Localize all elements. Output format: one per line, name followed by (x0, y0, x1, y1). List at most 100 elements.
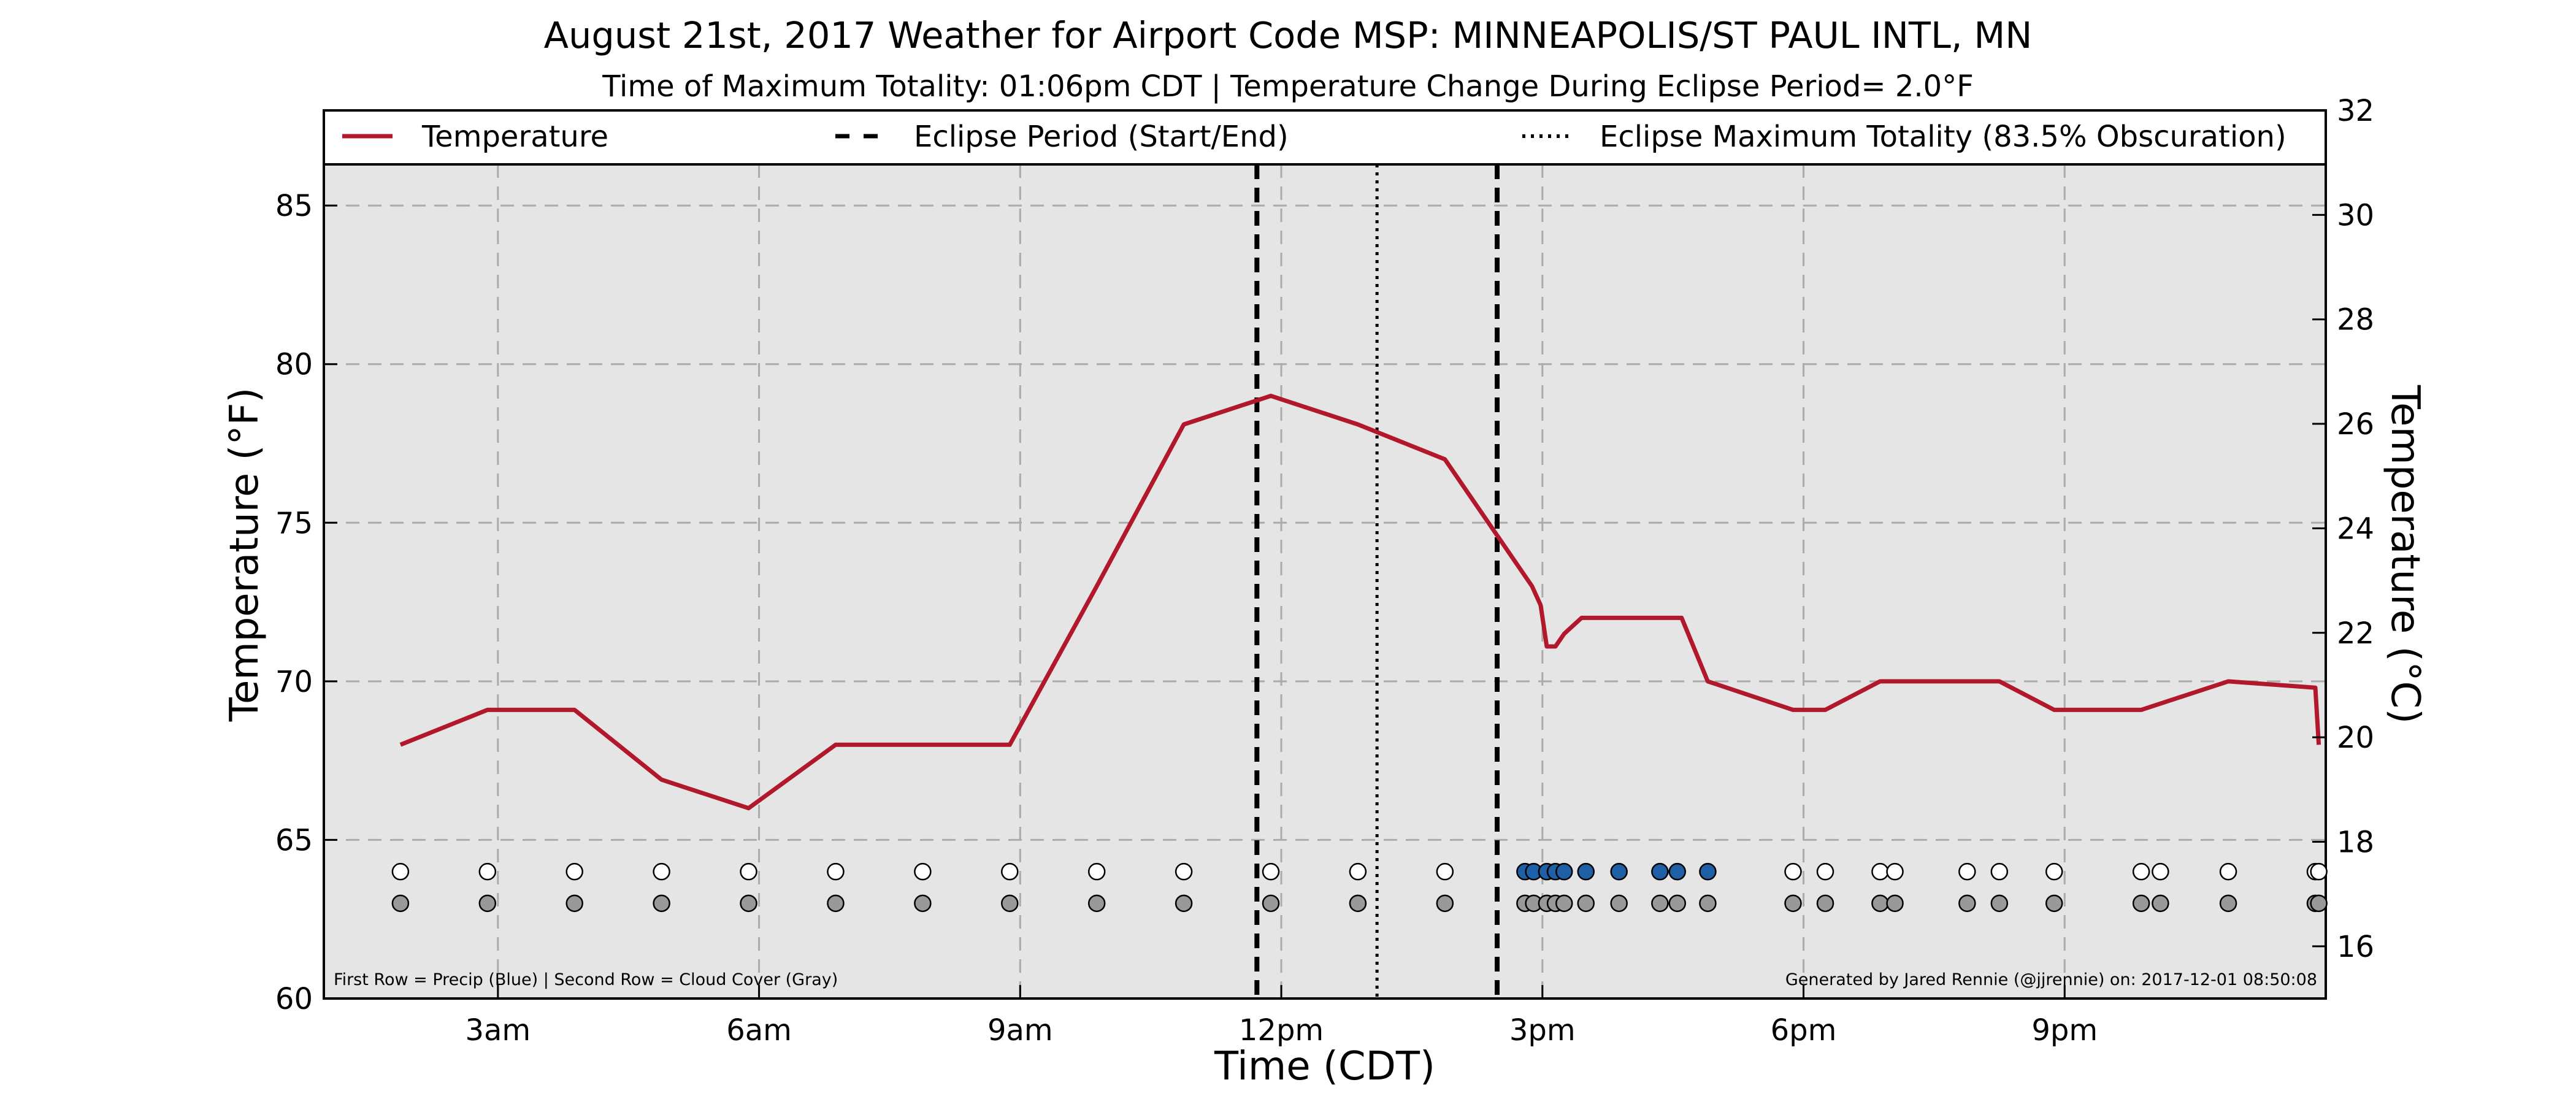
x-tick-label: 3pm (1509, 1013, 1576, 1048)
chart-subtitle: Time of Maximum Totality: 01:06pm CDT | … (602, 69, 1974, 104)
cloud-cover-marker (1784, 894, 1802, 913)
precip-marker (1610, 862, 1628, 881)
precip-marker (827, 862, 845, 881)
cloud-cover-marker (1816, 894, 1834, 913)
cloud-cover-marker (827, 894, 845, 913)
x-tick-label: 6pm (1771, 1013, 1837, 1048)
y-right-tick-label: 20 (2337, 721, 2374, 755)
cloud-cover-marker (1651, 894, 1669, 913)
precip-marker (1436, 862, 1454, 881)
precip-marker (1349, 862, 1367, 881)
precip-marker (1816, 862, 1834, 881)
precip-marker (1175, 862, 1193, 881)
precip-marker (1651, 862, 1669, 881)
y-tick-label: 85 (275, 189, 313, 223)
y-right-tick-label: 22 (2337, 616, 2374, 651)
y-right-tick-label: 30 (2337, 198, 2374, 232)
cloud-cover-marker (2310, 894, 2328, 913)
y-tick-label: 60 (275, 982, 313, 1016)
x-axis-ticks: 3am 6am 9am 12pm 3pm 6pm 9pm (465, 985, 2098, 1048)
cloud-cover-marker (1610, 894, 1628, 913)
y-right-axis-label: Temperature (°C) (2382, 385, 2428, 724)
precip-marker (2132, 862, 2150, 881)
y-right-tick-label: 16 (2337, 930, 2374, 964)
precip-marker (740, 862, 757, 881)
precip-marker (2152, 862, 2169, 881)
precip-marker (2219, 862, 2237, 881)
cloud-cover-marker (653, 894, 670, 913)
y-right-tick-label: 32 (2337, 94, 2374, 128)
cloud-cover-marker (1349, 894, 1367, 913)
precip-marker (1001, 862, 1019, 881)
cloud-cover-marker (740, 894, 757, 913)
cloud-cover-marker (1577, 894, 1595, 913)
legend-label-eclipse-max: Eclipse Maximum Totality (83.5% Obscurat… (1600, 120, 2287, 154)
legend-label-temperature: Temperature (421, 120, 608, 154)
y-right-tick-label: 28 (2337, 303, 2374, 337)
x-tick-label: 12pm (1239, 1013, 1324, 1048)
cloud-cover-marker (2152, 894, 2169, 913)
cloud-cover-marker (1436, 894, 1454, 913)
y-axis-ticks: 60 65 70 75 80 85 (275, 189, 337, 1016)
precip-marker (1555, 862, 1573, 881)
x-tick-label: 9am (987, 1013, 1053, 1048)
precip-marker (1087, 862, 1106, 881)
y-right-axis-ticks: 16 18 20 22 24 26 28 30 32 (2312, 94, 2374, 964)
cloud-cover-marker (1699, 894, 1717, 913)
precip-marker (2310, 862, 2328, 881)
precip-marker (1262, 862, 1280, 881)
chart-title: August 21st, 2017 Weather for Airport Co… (544, 14, 2033, 56)
cloud-cover-marker (1990, 894, 2009, 913)
x-tick-label: 3am (465, 1013, 531, 1048)
x-axis-label: Time (CDT) (1214, 1044, 1435, 1089)
cloud-cover-marker (391, 894, 410, 913)
cloud-cover-marker (1175, 894, 1193, 913)
legend-label-eclipse-period: Eclipse Period (Start/End) (914, 120, 1289, 154)
cloud-cover-marker (1001, 894, 1019, 913)
y-right-tick-label: 24 (2337, 512, 2374, 546)
precip-marker (478, 862, 497, 881)
y-tick-label: 75 (275, 506, 313, 540)
series-lines (399, 393, 2321, 811)
cloud-cover-marker (1668, 894, 1686, 913)
y-tick-label: 65 (275, 823, 313, 857)
cloud-cover-marker (565, 894, 583, 913)
y-right-tick-label: 26 (2337, 407, 2374, 442)
footnote-left: First Row = Precip (Blue) | Second Row =… (334, 970, 838, 989)
cloud-cover-marker (478, 894, 497, 913)
footnote-right: Generated by Jared Rennie (@jjrennie) on… (1785, 970, 2317, 989)
precip-marker (1871, 862, 1889, 881)
precip-marker (653, 862, 670, 881)
cloud-cover-marker (2045, 894, 2063, 913)
cloud-cover-marker (1886, 894, 1904, 913)
precip-marker (1784, 862, 1802, 881)
temperature-line (399, 393, 2321, 811)
cloud-cover-marker (1958, 894, 1976, 913)
precip-marker (1668, 862, 1686, 881)
cloud-cover-marker (1871, 894, 1889, 913)
precip-marker (914, 862, 932, 881)
plot-area (323, 109, 2327, 1000)
cloud-cover-marker (1087, 894, 1106, 913)
precip-marker (1699, 862, 1717, 881)
y-axis-label: Temperature (°F) (222, 388, 267, 723)
cloud-cover-marker (1555, 894, 1573, 913)
precip-marker (1958, 862, 1976, 881)
x-tick-label: 6am (726, 1013, 792, 1048)
y-tick-label: 80 (275, 348, 313, 382)
precip-marker (1886, 862, 1904, 881)
eclipse-lines (1254, 164, 1500, 999)
cloud-cover-marker (1262, 894, 1280, 913)
precip-marker (565, 862, 583, 881)
legend: Temperature Eclipse Period (Start/End) E… (323, 109, 2327, 166)
cloud-cover-marker (2219, 894, 2237, 913)
y-tick-label: 70 (275, 665, 313, 699)
precip-marker (1990, 862, 2009, 881)
x-tick-label: 9pm (2031, 1013, 2098, 1048)
cloud-cover-marker (914, 894, 932, 913)
row-markers (391, 862, 2328, 913)
precip-marker (1577, 862, 1595, 881)
cloud-cover-marker (2132, 894, 2150, 913)
legend-box (323, 109, 2327, 166)
